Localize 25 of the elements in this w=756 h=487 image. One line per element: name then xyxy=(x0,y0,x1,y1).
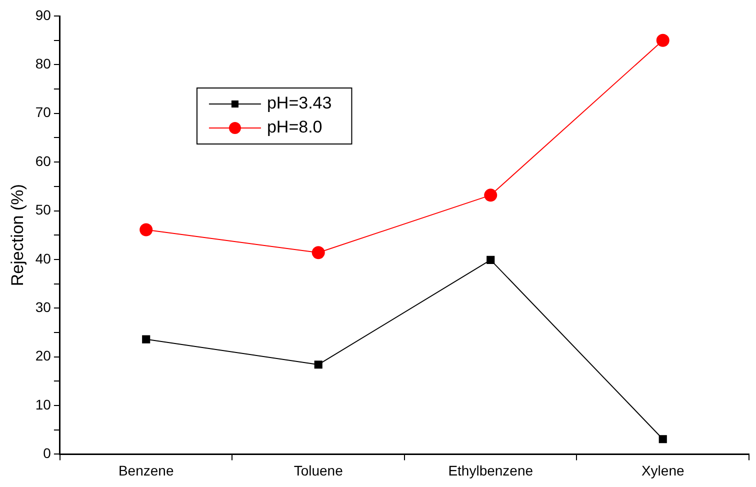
y-tick-label: 40 xyxy=(35,250,52,266)
point xyxy=(314,360,322,369)
y-tick-label: 30 xyxy=(35,298,52,315)
point xyxy=(312,246,325,260)
y-tick-label: 90 xyxy=(35,6,52,23)
y-tick-label: 50 xyxy=(35,202,52,218)
x-tick-label: Benzene xyxy=(118,462,174,478)
y-tick-label: 70 xyxy=(35,104,52,120)
y-tick-label: 60 xyxy=(35,152,52,169)
point xyxy=(656,34,670,47)
point xyxy=(486,256,495,264)
point xyxy=(484,188,498,202)
x-tick-label: Ethylbenzene xyxy=(448,462,534,478)
y-tick-label: 20 xyxy=(35,348,52,364)
point xyxy=(658,435,667,444)
x-tick-label: Toluene xyxy=(294,462,344,478)
x-tick-label: Xylene xyxy=(641,462,684,478)
y-tick-label: 0 xyxy=(43,445,52,462)
legend-label: pH=8.0 xyxy=(266,118,322,137)
y-tick-label: 10 xyxy=(35,396,52,412)
y-axis-title: Rejection (%) xyxy=(8,184,27,286)
legend-label: pH=3.43 xyxy=(266,94,332,113)
y-tick-label: 80 xyxy=(35,56,52,72)
point xyxy=(142,335,150,344)
point xyxy=(140,223,153,236)
